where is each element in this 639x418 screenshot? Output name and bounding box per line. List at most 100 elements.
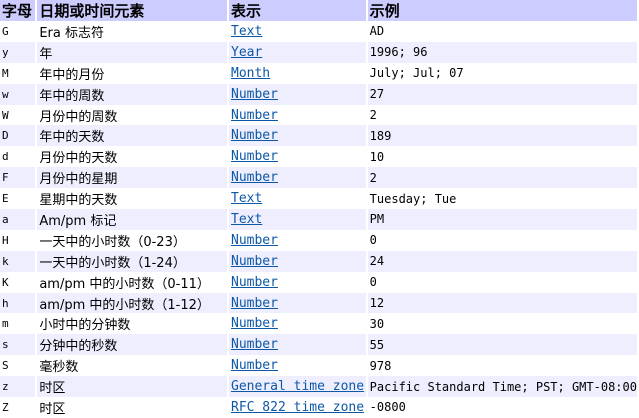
- presentation-cell: Number: [229, 146, 366, 167]
- presentation-link[interactable]: RFC 822 time zone: [231, 399, 365, 415]
- presentation-cell: Number: [229, 230, 366, 251]
- element-cell: 时区: [37, 376, 227, 398]
- example-cell: 0: [369, 275, 377, 290]
- element-cell: 时区: [39, 401, 66, 417]
- table-row: W 月份中的周数 Number 2: [0, 105, 637, 126]
- table-row: K am/pm 中的小时数（0-11） Number 0: [0, 272, 637, 293]
- presentation-cell: Number: [229, 167, 366, 189]
- presentation-link[interactable]: Number: [231, 253, 278, 269]
- presentation-cell: Number: [229, 292, 366, 314]
- example-cell: Tuesday; Tue: [369, 191, 457, 206]
- presentation-cell: RFC 822 time zone: [229, 397, 366, 418]
- element-cell: 分钟中的秒数: [37, 334, 227, 356]
- table-row: y 年 Year 1996; 96: [0, 41, 637, 63]
- letter-cell: Z: [2, 400, 9, 414]
- presentation-link[interactable]: Number: [231, 149, 278, 165]
- letter-cell: M: [2, 66, 9, 80]
- header-example: 示例: [367, 0, 637, 21]
- presentation-link[interactable]: Number: [231, 295, 278, 311]
- example-cell: 2: [369, 108, 377, 122]
- presentation-cell: Number: [229, 355, 366, 376]
- presentation-cell: Year: [229, 41, 366, 63]
- table-row: D 年中的天数 Number 189: [0, 125, 637, 147]
- table-row: z 时区 General time zone Pacific Standard …: [0, 376, 637, 398]
- presentation-cell: Text: [229, 21, 366, 42]
- example-cell: 55: [367, 334, 637, 356]
- presentation-cell: Text: [229, 209, 366, 230]
- presentation-link[interactable]: Number: [231, 170, 278, 186]
- table-row: h am/pm 中的小时数（1-12） Number 12: [0, 292, 637, 314]
- presentation-link[interactable]: Text: [231, 23, 263, 39]
- example-cell: 0: [369, 233, 377, 248]
- element-cell: 月份中的星期: [37, 167, 227, 189]
- example-cell: 189: [367, 125, 637, 147]
- presentation-cell: Number: [229, 272, 366, 293]
- table-row: d 月份中的天数 Number 10: [0, 146, 637, 167]
- table-row: E 星期中的天数 Text Tuesday; Tue: [0, 188, 637, 209]
- element-cell: 年中的月份: [39, 67, 105, 83]
- example-cell: Pacific Standard Time; PST; GMT-08:00: [367, 376, 637, 398]
- presentation-cell: General time zone: [229, 376, 366, 398]
- letter-cell: S: [2, 359, 9, 373]
- element-cell: 月份中的周数: [39, 109, 118, 125]
- presentation-link[interactable]: Number: [231, 232, 278, 248]
- header-element: 日期或时间元素: [37, 0, 227, 21]
- letter-cell: E: [2, 192, 9, 206]
- element-cell: 年中的天数: [37, 125, 227, 147]
- example-cell: -0800: [369, 400, 406, 415]
- example-cell: AD: [369, 24, 385, 39]
- element-cell: 一天中的小时数（1-24）: [37, 250, 227, 272]
- letter-cell: s: [0, 334, 36, 356]
- presentation-link[interactable]: General time zone: [231, 379, 365, 395]
- table-row: M 年中的月份 Month July; Jul; 07: [0, 63, 637, 84]
- letter-cell: H: [2, 233, 9, 247]
- table-row: Z 时区 RFC 822 time zone -0800: [0, 397, 637, 418]
- example-cell: PM: [367, 209, 637, 230]
- table-row: s 分钟中的秒数 Number 55: [0, 334, 637, 356]
- presentation-link[interactable]: Month: [231, 65, 271, 81]
- example-cell: 1996; 96: [367, 41, 637, 63]
- letter-cell: D: [0, 125, 36, 147]
- presentation-cell: Number: [229, 313, 366, 334]
- presentation-link[interactable]: Number: [231, 316, 278, 332]
- element-cell: Era 标志符: [39, 25, 105, 41]
- example-cell: 10: [369, 149, 385, 164]
- presentation-link[interactable]: Year: [231, 44, 263, 60]
- element-cell: Am/pm 标记: [37, 209, 227, 230]
- table-row: a Am/pm 标记 Text PM: [0, 209, 637, 230]
- element-cell: 小时中的分钟数: [39, 318, 131, 334]
- table-row: m 小时中的分钟数 Number 30: [0, 313, 637, 334]
- letter-cell: z: [0, 376, 36, 398]
- example-cell: July; Jul; 07: [369, 66, 464, 81]
- presentation-link[interactable]: Number: [231, 274, 278, 290]
- letter-cell: a: [0, 209, 36, 230]
- letter-cell: G: [2, 24, 9, 38]
- letter-cell: K: [2, 275, 9, 289]
- presentation-cell: Number: [229, 105, 366, 126]
- table-row: w 年中的周数 Number 27: [0, 83, 637, 105]
- letter-cell: w: [0, 83, 36, 105]
- presentation-link[interactable]: Number: [231, 358, 278, 374]
- letter-cell: d: [2, 150, 9, 164]
- table-row: k 一天中的小时数（1-24） Number 24: [0, 250, 637, 272]
- presentation-link[interactable]: Number: [231, 86, 278, 102]
- letter-cell: F: [0, 167, 36, 189]
- presentation-cell: Number: [229, 334, 366, 356]
- presentation-link[interactable]: Text: [231, 191, 263, 207]
- element-cell: 一天中的小时数（0-23）: [39, 234, 186, 250]
- element-cell: 星期中的天数: [39, 193, 118, 209]
- table-row: H 一天中的小时数（0-23） Number 0: [0, 230, 637, 251]
- example-cell: 2: [367, 167, 637, 189]
- table-row: G Era 标志符 Text AD: [0, 21, 637, 42]
- header-row: 字母 日期或时间元素 表示 示例: [0, 0, 637, 21]
- presentation-link[interactable]: Number: [231, 337, 278, 353]
- example-cell: 978: [369, 358, 392, 373]
- element-cell: am/pm 中的小时数（1-12）: [37, 292, 227, 314]
- example-cell: 27: [367, 83, 637, 105]
- presentation-link[interactable]: Number: [231, 107, 278, 123]
- presentation-link[interactable]: Number: [231, 128, 278, 144]
- letter-cell: W: [2, 108, 9, 122]
- presentation-link[interactable]: Text: [231, 211, 263, 227]
- element-cell: am/pm 中的小时数（0-11）: [39, 276, 210, 292]
